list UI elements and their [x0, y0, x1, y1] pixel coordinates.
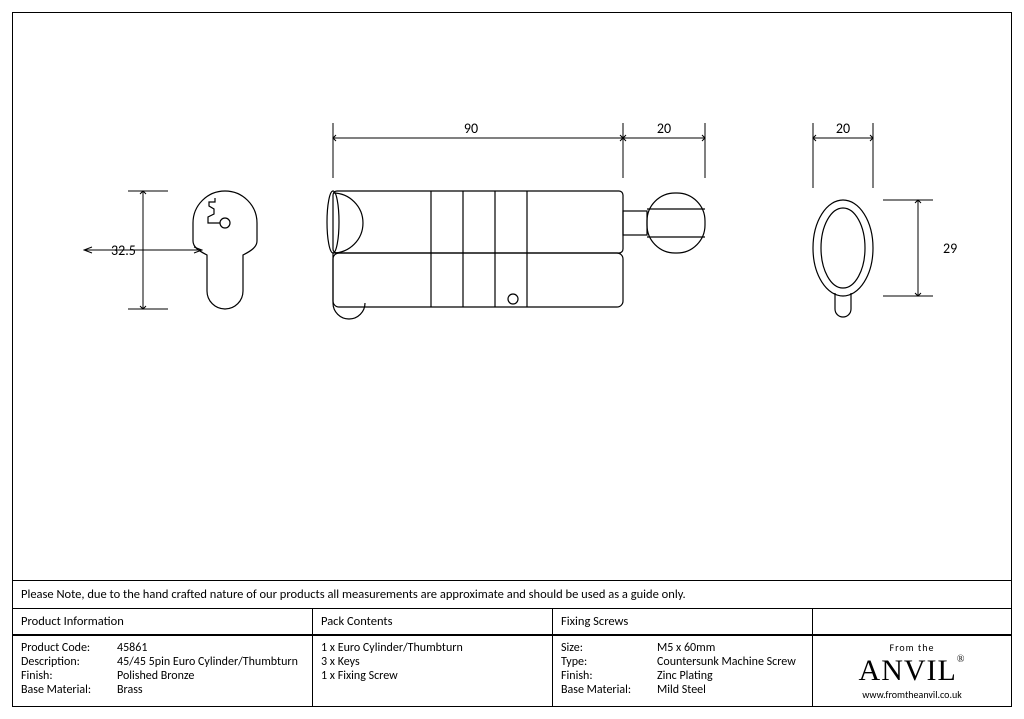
pack-item-3: 1 x Fixing Screw	[321, 669, 544, 683]
logo-url: www.fromtheanvil.co.uk	[859, 688, 966, 701]
header-product: Product Information	[13, 609, 313, 635]
end-profile-view	[193, 191, 257, 309]
dim-left-height: 32.5	[84, 191, 202, 309]
desc-val: 45/45 5pin Euro Cylinder/Thumbturn	[117, 655, 304, 669]
screw-type-val: Countersunk Machine Screw	[657, 655, 804, 669]
code-label: Product Code:	[21, 641, 117, 655]
table-headers: Product Information Pack Contents Fixing…	[13, 609, 1011, 636]
dim-32-5: 32.5	[111, 242, 136, 259]
title-block: Please Note, due to the hand crafted nat…	[13, 580, 1011, 706]
base-val: Brass	[117, 683, 304, 697]
dim-29: 29	[883, 200, 957, 296]
logo-main: ANVIL	[859, 654, 957, 687]
logo-top: From the	[859, 641, 966, 654]
screws-cell: Size:M5 x 60mm Type:Countersunk Machine …	[553, 636, 813, 706]
dim-90: 90	[333, 120, 623, 178]
pack-item-1: 1 x Euro Cylinder/Thumbturn	[321, 641, 544, 655]
pack-item-2: 3 x Keys	[321, 655, 544, 669]
dim-29: 29	[943, 240, 957, 257]
screw-size-val: M5 x 60mm	[657, 641, 804, 655]
dim-20-end: 20	[813, 120, 873, 188]
code-val: 45861	[117, 641, 304, 655]
side-elevation	[327, 191, 705, 319]
dim-20a: 20	[657, 120, 671, 137]
anvil-logo: From the ANVIL® www.fromtheanvil.co.uk	[859, 641, 966, 701]
screw-size-label: Size:	[561, 641, 657, 655]
product-info-cell: Product Code:45861 Description:45/45 5pi…	[13, 636, 313, 706]
finish-label: Finish:	[21, 669, 117, 683]
dim-20b: 20	[836, 120, 850, 137]
screw-finish-label: Finish:	[561, 669, 657, 683]
pack-contents-cell: 1 x Euro Cylinder/Thumbturn 3 x Keys 1 x…	[313, 636, 553, 706]
finish-val: Polished Bronze	[117, 669, 304, 683]
drawing-frame: 32.5	[12, 12, 1012, 707]
dim-90: 90	[464, 120, 478, 137]
logo-reg: ®	[957, 654, 966, 665]
screw-base-label: Base Material:	[561, 683, 657, 697]
technical-drawing: 32.5	[13, 13, 1011, 578]
header-pack: Pack Contents	[313, 609, 553, 635]
desc-label: Description:	[21, 655, 117, 669]
dim-20-thumb: 20	[623, 120, 705, 178]
logo-cell: From the ANVIL® www.fromtheanvil.co.uk	[813, 636, 1011, 706]
thumbturn-end-view	[813, 200, 873, 317]
screw-type-label: Type:	[561, 655, 657, 669]
screw-finish-val: Zinc Plating	[657, 669, 804, 683]
disclaimer-note: Please Note, due to the hand crafted nat…	[13, 581, 1011, 609]
base-label: Base Material:	[21, 683, 117, 697]
header-screws: Fixing Screws	[553, 609, 813, 635]
screw-base-val: Mild Steel	[657, 683, 804, 697]
table-body: Product Code:45861 Description:45/45 5pi…	[13, 636, 1011, 706]
